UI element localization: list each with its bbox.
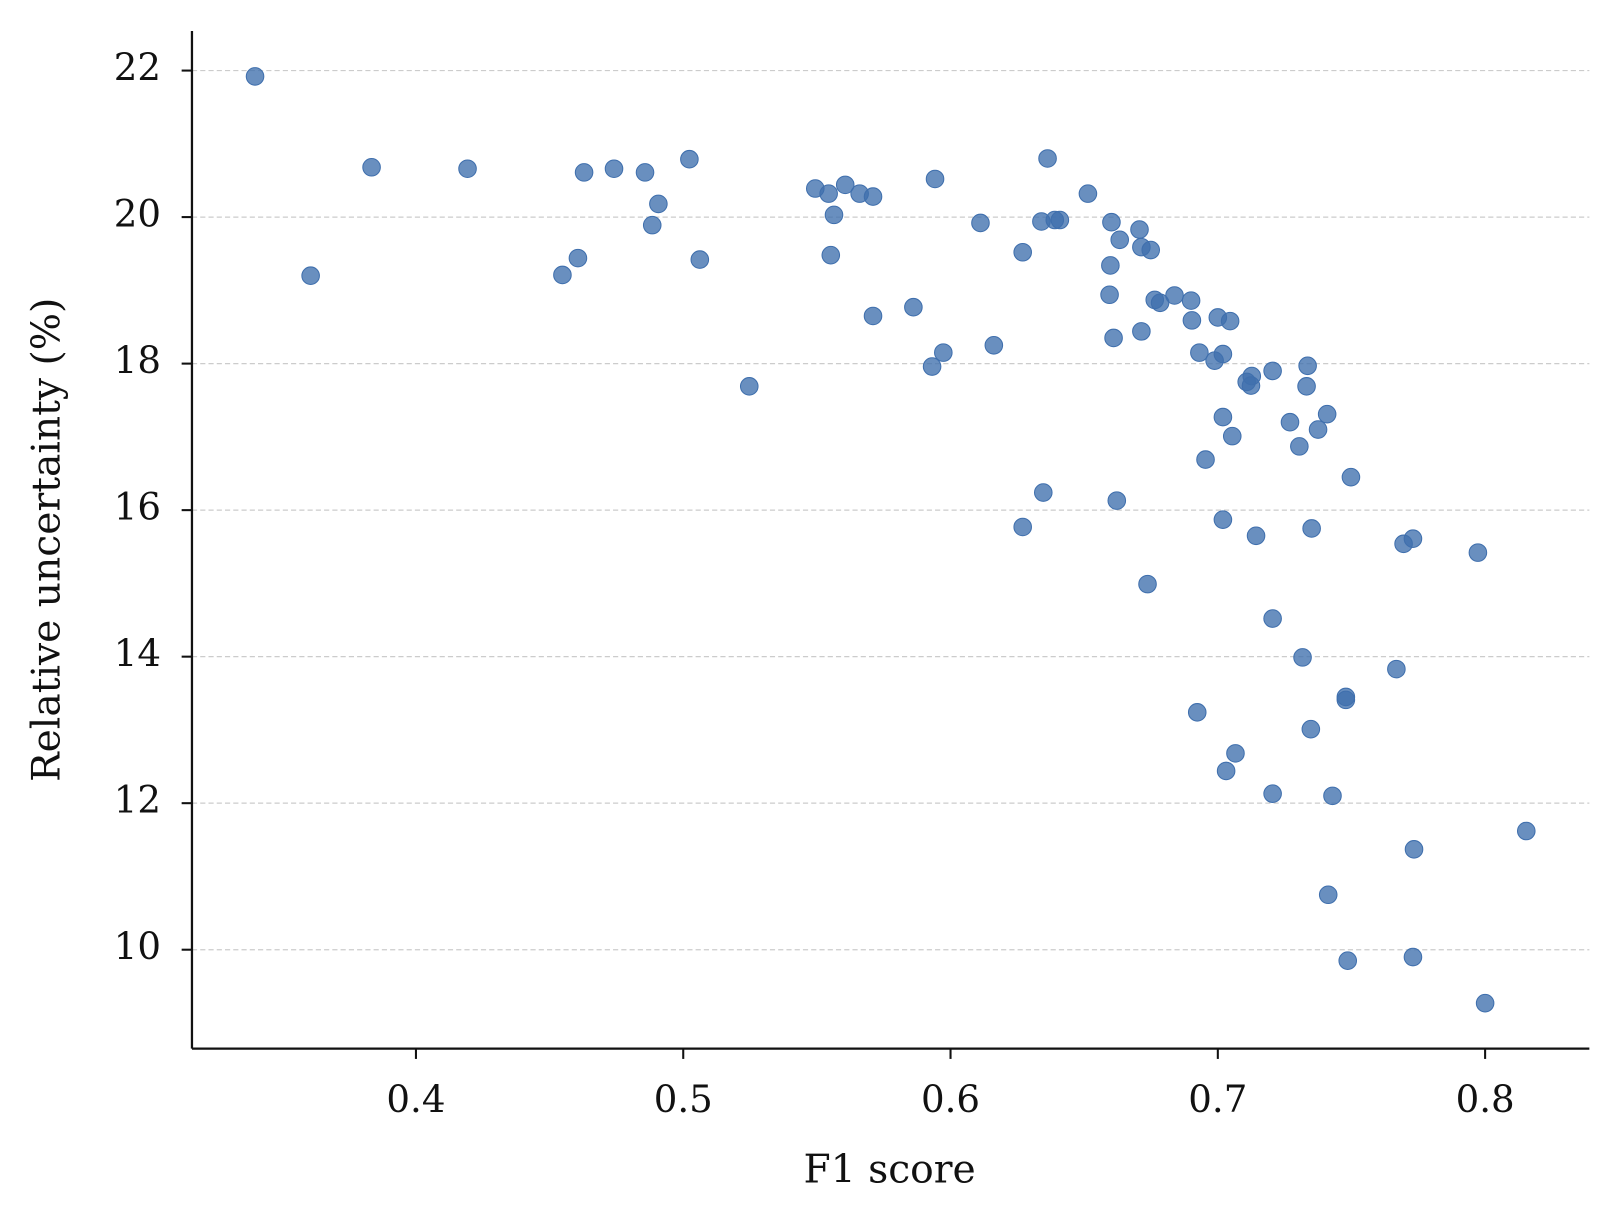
- point: [1341, 467, 1361, 487]
- point: [863, 306, 883, 326]
- point: [1130, 220, 1149, 239]
- point: [1516, 821, 1536, 841]
- point: [1338, 951, 1358, 970]
- point: [1222, 426, 1242, 446]
- point: [1078, 184, 1098, 203]
- point: [362, 157, 381, 177]
- point: [1280, 412, 1300, 432]
- x-tick-label: 0.5: [654, 1078, 713, 1121]
- point: [1182, 311, 1202, 330]
- point: [1213, 510, 1233, 529]
- point: [1290, 437, 1309, 456]
- y-tick-label: 14: [114, 632, 161, 675]
- point: [1107, 491, 1127, 510]
- point: [1213, 344, 1233, 364]
- point: [824, 205, 844, 225]
- point: [863, 187, 883, 206]
- point: [1323, 786, 1342, 806]
- point: [1475, 993, 1495, 1013]
- x-tick-label: 0.4: [386, 1078, 445, 1121]
- point: [690, 250, 710, 269]
- point: [1336, 690, 1356, 710]
- point: [1317, 404, 1337, 424]
- point: [1468, 543, 1488, 562]
- point: [301, 266, 320, 285]
- point: [984, 336, 1004, 355]
- point: [934, 343, 953, 362]
- point: [1102, 212, 1121, 232]
- point: [1403, 529, 1423, 548]
- point: [971, 213, 990, 233]
- point: [1246, 526, 1266, 546]
- point: [574, 163, 594, 182]
- point: [1101, 256, 1120, 275]
- point: [1181, 291, 1201, 310]
- point: [1038, 149, 1057, 168]
- point: [1298, 356, 1317, 376]
- y-tick-label: 22: [114, 46, 161, 89]
- x-tick-label: 0.7: [1188, 1078, 1247, 1121]
- point: [458, 159, 477, 179]
- point: [819, 184, 838, 203]
- point: [1216, 761, 1236, 781]
- point: [835, 175, 855, 195]
- point: [1387, 659, 1406, 679]
- point: [1263, 609, 1282, 628]
- point: [568, 248, 588, 268]
- point: [1013, 517, 1032, 537]
- point: [904, 297, 923, 317]
- point: [1033, 483, 1053, 502]
- point: [1308, 420, 1328, 439]
- point: [1138, 574, 1157, 594]
- point: [1403, 947, 1423, 967]
- point: [1196, 450, 1215, 469]
- point: [635, 163, 655, 182]
- y-tick-label: 20: [114, 193, 161, 236]
- point: [604, 159, 624, 179]
- point: [649, 194, 668, 214]
- y-axis-label: Relative uncertainty (%): [25, 298, 70, 782]
- point: [1141, 240, 1161, 260]
- point: [1263, 361, 1282, 381]
- point: [553, 265, 572, 285]
- point: [1302, 519, 1321, 538]
- y-tick-label: 16: [114, 486, 161, 529]
- point: [1165, 286, 1184, 305]
- y-tick-label: 12: [114, 779, 161, 822]
- x-axis-label: F1 score: [804, 1147, 976, 1192]
- x-tick-label: 0.6: [921, 1078, 980, 1121]
- point: [1404, 840, 1424, 859]
- x-tick-label: 0.8: [1456, 1078, 1515, 1121]
- point: [1100, 285, 1119, 305]
- point: [245, 67, 265, 86]
- point: [1226, 744, 1245, 763]
- point: [1104, 328, 1123, 348]
- y-tick-label: 10: [114, 925, 161, 968]
- point: [1132, 322, 1151, 341]
- point: [1190, 343, 1209, 362]
- point: [1318, 885, 1338, 905]
- point: [642, 215, 662, 235]
- point: [925, 169, 945, 189]
- point: [680, 149, 699, 169]
- point: [1187, 703, 1207, 722]
- point: [821, 245, 841, 265]
- point: [1301, 719, 1321, 739]
- point: [1263, 784, 1282, 803]
- point: [1297, 377, 1316, 396]
- point: [739, 377, 759, 396]
- point: [1293, 648, 1312, 667]
- point: [1213, 407, 1233, 427]
- point: [1241, 376, 1261, 395]
- point: [1013, 242, 1032, 262]
- point: [1220, 311, 1240, 331]
- point: [1050, 210, 1070, 230]
- point: [922, 357, 942, 376]
- y-tick-label: 18: [114, 339, 161, 382]
- point: [1110, 230, 1130, 250]
